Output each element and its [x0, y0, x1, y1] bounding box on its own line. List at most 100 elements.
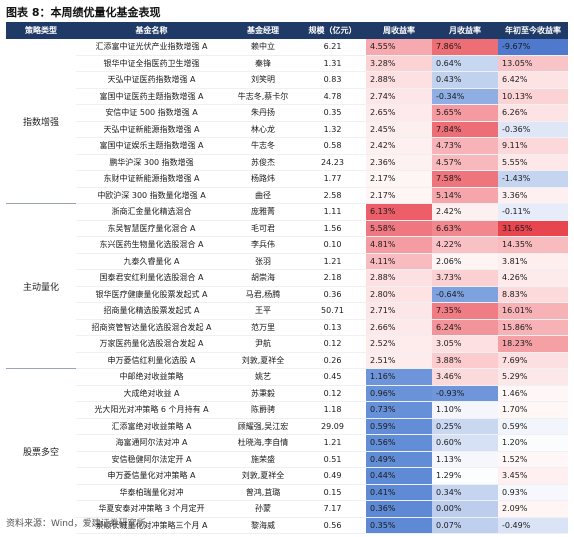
- monthly-return-cell: 5.14%: [432, 187, 498, 204]
- scale-cell: 1.31: [299, 55, 366, 72]
- fund-name-cell: 东吴智慧医疗量化混合 A: [76, 220, 227, 237]
- weekly-return-cell: 2.88%: [366, 269, 432, 287]
- monthly-return-cell: 0.43%: [432, 71, 498, 89]
- fund-name-cell: 招商资管智达量化选股混合发起 A: [76, 319, 227, 336]
- weekly-return-cell: 0.49%: [366, 451, 432, 468]
- strategy-type-cell: 指数增强: [22, 117, 59, 128]
- monthly-return-cell: 1.10%: [432, 401, 498, 419]
- fund-name-cell: 光大阳光对冲策略 6 个月持有 A: [76, 401, 227, 419]
- scale-cell: 0.35: [299, 104, 366, 122]
- ytd-return-cell: 1.70%: [498, 401, 568, 419]
- scale-cell: 0.56: [299, 517, 366, 534]
- table-row: 股票多空 中邮绝对收益策略 姚艺 0.45 1.16% 3.46% 5.29%: [6, 368, 568, 534]
- header-ytd-return: 年初至今收益率: [498, 22, 568, 39]
- weekly-return-cell: 2.88%: [366, 71, 432, 89]
- scale-cell: 1.32: [299, 121, 366, 138]
- scale-cell: 0.51: [299, 451, 366, 468]
- ytd-return-cell: 0.93%: [498, 484, 568, 501]
- scale-cell: 24.23: [299, 154, 366, 171]
- weekly-return-cell: 0.41%: [366, 484, 432, 501]
- ytd-return-cell: 5.55%: [498, 154, 568, 171]
- ytd-return-cell: 3.45%: [498, 467, 568, 485]
- scale-cell: 0.36: [299, 286, 366, 303]
- table-row: 万家医药量化选股混合发起 A 尹航 0.12 2.52% 3.05% 18.23%: [6, 335, 568, 353]
- table-row: 国泰君安红利量化选股混合 A 胡崇海 2.18 2.88% 3.73% 4.26%: [6, 269, 568, 287]
- fund-name-cell: 招商量化精选股票发起式 A: [76, 302, 227, 320]
- weekly-return-cell: 6.13%: [366, 203, 432, 221]
- scale-cell: 0.10: [299, 236, 366, 254]
- monthly-return-cell: 0.64%: [432, 55, 498, 72]
- monthly-return-cell: 2.06%: [432, 253, 498, 270]
- fund-name-cell: 安信中证 500 指数增强 A: [76, 104, 227, 122]
- monthly-return-cell: 4.22%: [432, 236, 498, 254]
- scale-cell: 0.15: [299, 484, 366, 501]
- scale-cell: 0.26: [299, 352, 366, 369]
- monthly-return-cell: 0.25%: [432, 418, 498, 435]
- ytd-return-cell: 1.46%: [498, 385, 568, 402]
- ytd-return-cell: 3.81%: [498, 253, 568, 270]
- fund-name-cell: 天弘中证新能源指数增强 A: [76, 121, 227, 138]
- monthly-return-cell: 0.60%: [432, 434, 498, 452]
- table-row: 申万菱信红利量化选股 A 刘敦,夏祥全 0.26 2.51% 3.88% 7.69%: [6, 352, 568, 369]
- fund-manager-cell: 姚艺: [227, 368, 299, 386]
- monthly-return-cell: 3.05%: [432, 335, 498, 353]
- fund-name-cell: 大成绝对收益 A: [76, 385, 227, 402]
- scale-cell: 1.56: [299, 220, 366, 237]
- source-note: 资料来源：Wind，爱建证券研究所: [6, 519, 146, 529]
- fund-name-cell: 国泰君安红利量化选股混合 A: [76, 269, 227, 287]
- fund-manager-cell: 陈爵骋: [227, 401, 299, 419]
- fund-name-cell: 富国中证娱乐主题指数增强 A: [76, 137, 227, 155]
- fund-name-cell: 银华医疗健康量化股票发起式 A: [76, 286, 227, 303]
- fund-name-cell: 东财中证新能源指数增强 A: [76, 170, 227, 188]
- table-body: 指数增强 汇添富中证光伏产业指数增强 A 赖中立 6.21 4.55% 7.86% -9.6…: [6, 39, 568, 534]
- fund-manager-cell: 刘敦,夏祥全: [227, 352, 299, 369]
- monthly-return-cell: 7.35%: [432, 302, 498, 320]
- table-row: 招商量化精选股票发起式 A 王平 50.71 2.71% 7.35% 16.01%: [6, 302, 568, 320]
- scale-cell: 0.83: [299, 71, 366, 89]
- ytd-return-cell: 5.29%: [498, 368, 568, 386]
- fund-manager-cell: 顾耀强,吴江宏: [227, 418, 299, 435]
- fund-manager-cell: 王平: [227, 302, 299, 320]
- fund-manager-cell: 范万里: [227, 319, 299, 336]
- scale-cell: 0.12: [299, 385, 366, 402]
- weekly-return-cell: 4.55%: [366, 39, 432, 56]
- ytd-return-cell: 1.20%: [498, 434, 568, 452]
- header-strategy-type: 策略类型: [6, 22, 76, 39]
- monthly-return-cell: 7.84%: [432, 121, 498, 138]
- ytd-return-cell: 3.36%: [498, 187, 568, 204]
- fund-manager-cell: 牛志冬: [227, 137, 299, 155]
- fund-manager-cell: 朱丹扬: [227, 104, 299, 122]
- monthly-return-cell: 6.24%: [432, 319, 498, 336]
- monthly-return-cell: 1.13%: [432, 451, 498, 468]
- fund-manager-cell: 林心龙: [227, 121, 299, 138]
- monthly-return-cell: 7.86%: [432, 39, 498, 56]
- fund-name-cell: 华泰柏瑞量化对冲: [76, 484, 227, 501]
- weekly-return-cell: 2.52%: [366, 335, 432, 353]
- ytd-return-cell: 9.11%: [498, 137, 568, 155]
- fund-manager-cell: 张羽: [227, 253, 299, 270]
- strategy-type-cell: 主动量化: [6, 203, 76, 369]
- fund-manager-cell: 黎海威: [227, 517, 299, 534]
- table-row: 华泰柏瑞量化对冲 曾鸿,苴璐 0.15 0.41% 0.34% 0.93%: [6, 484, 568, 501]
- fund-name-cell: 浙商汇金量化精选混合: [76, 203, 227, 221]
- fund-manager-cell: 尹航: [227, 335, 299, 353]
- weekly-return-cell: 0.59%: [366, 418, 432, 435]
- scale-cell: 0.13: [299, 319, 366, 336]
- table-row: 东吴智慧医疗量化混合 A 毛可君 1.56 5.58% 6.63% 31.65%: [6, 220, 568, 237]
- table-row: 海富通阿尔法对冲 A 杜晓海,李自情 1.21 0.56% 0.60% 1.20%: [6, 434, 568, 452]
- weekly-return-cell: 3.28%: [366, 55, 432, 72]
- scale-cell: 2.58: [299, 187, 366, 204]
- monthly-return-cell: 6.63%: [432, 220, 498, 237]
- table-row: 安信中证 500 指数增强 A 朱丹扬 0.35 2.65% 5.65% 6.26%: [6, 104, 568, 122]
- weekly-return-cell: 2.42%: [366, 137, 432, 155]
- fund-manager-cell: 胡崇海: [227, 269, 299, 287]
- table-row: 安信稳健阿尔法定开 A 施荣盛 0.51 0.49% 1.13% 1.52%: [6, 451, 568, 468]
- weekly-return-cell: 2.80%: [366, 286, 432, 303]
- monthly-return-cell: 7.58%: [432, 170, 498, 188]
- monthly-return-cell: -0.64%: [432, 286, 498, 303]
- fund-name-cell: 汇添富绝对收益策略 A: [76, 418, 227, 435]
- fund-name-cell: 汇添富中证光伏产业指数增强 A: [76, 39, 227, 56]
- table-row: 景顺长城量化对冲策略三个月 A 黎海威 0.56 0.35% 0.07% -0.49%: [6, 517, 568, 534]
- table-row: 天弘中证新能源指数增强 A 林心龙 1.32 2.45% 7.84% -0.36%: [6, 121, 568, 138]
- strategy-type-cell: 股票多空: [6, 368, 76, 534]
